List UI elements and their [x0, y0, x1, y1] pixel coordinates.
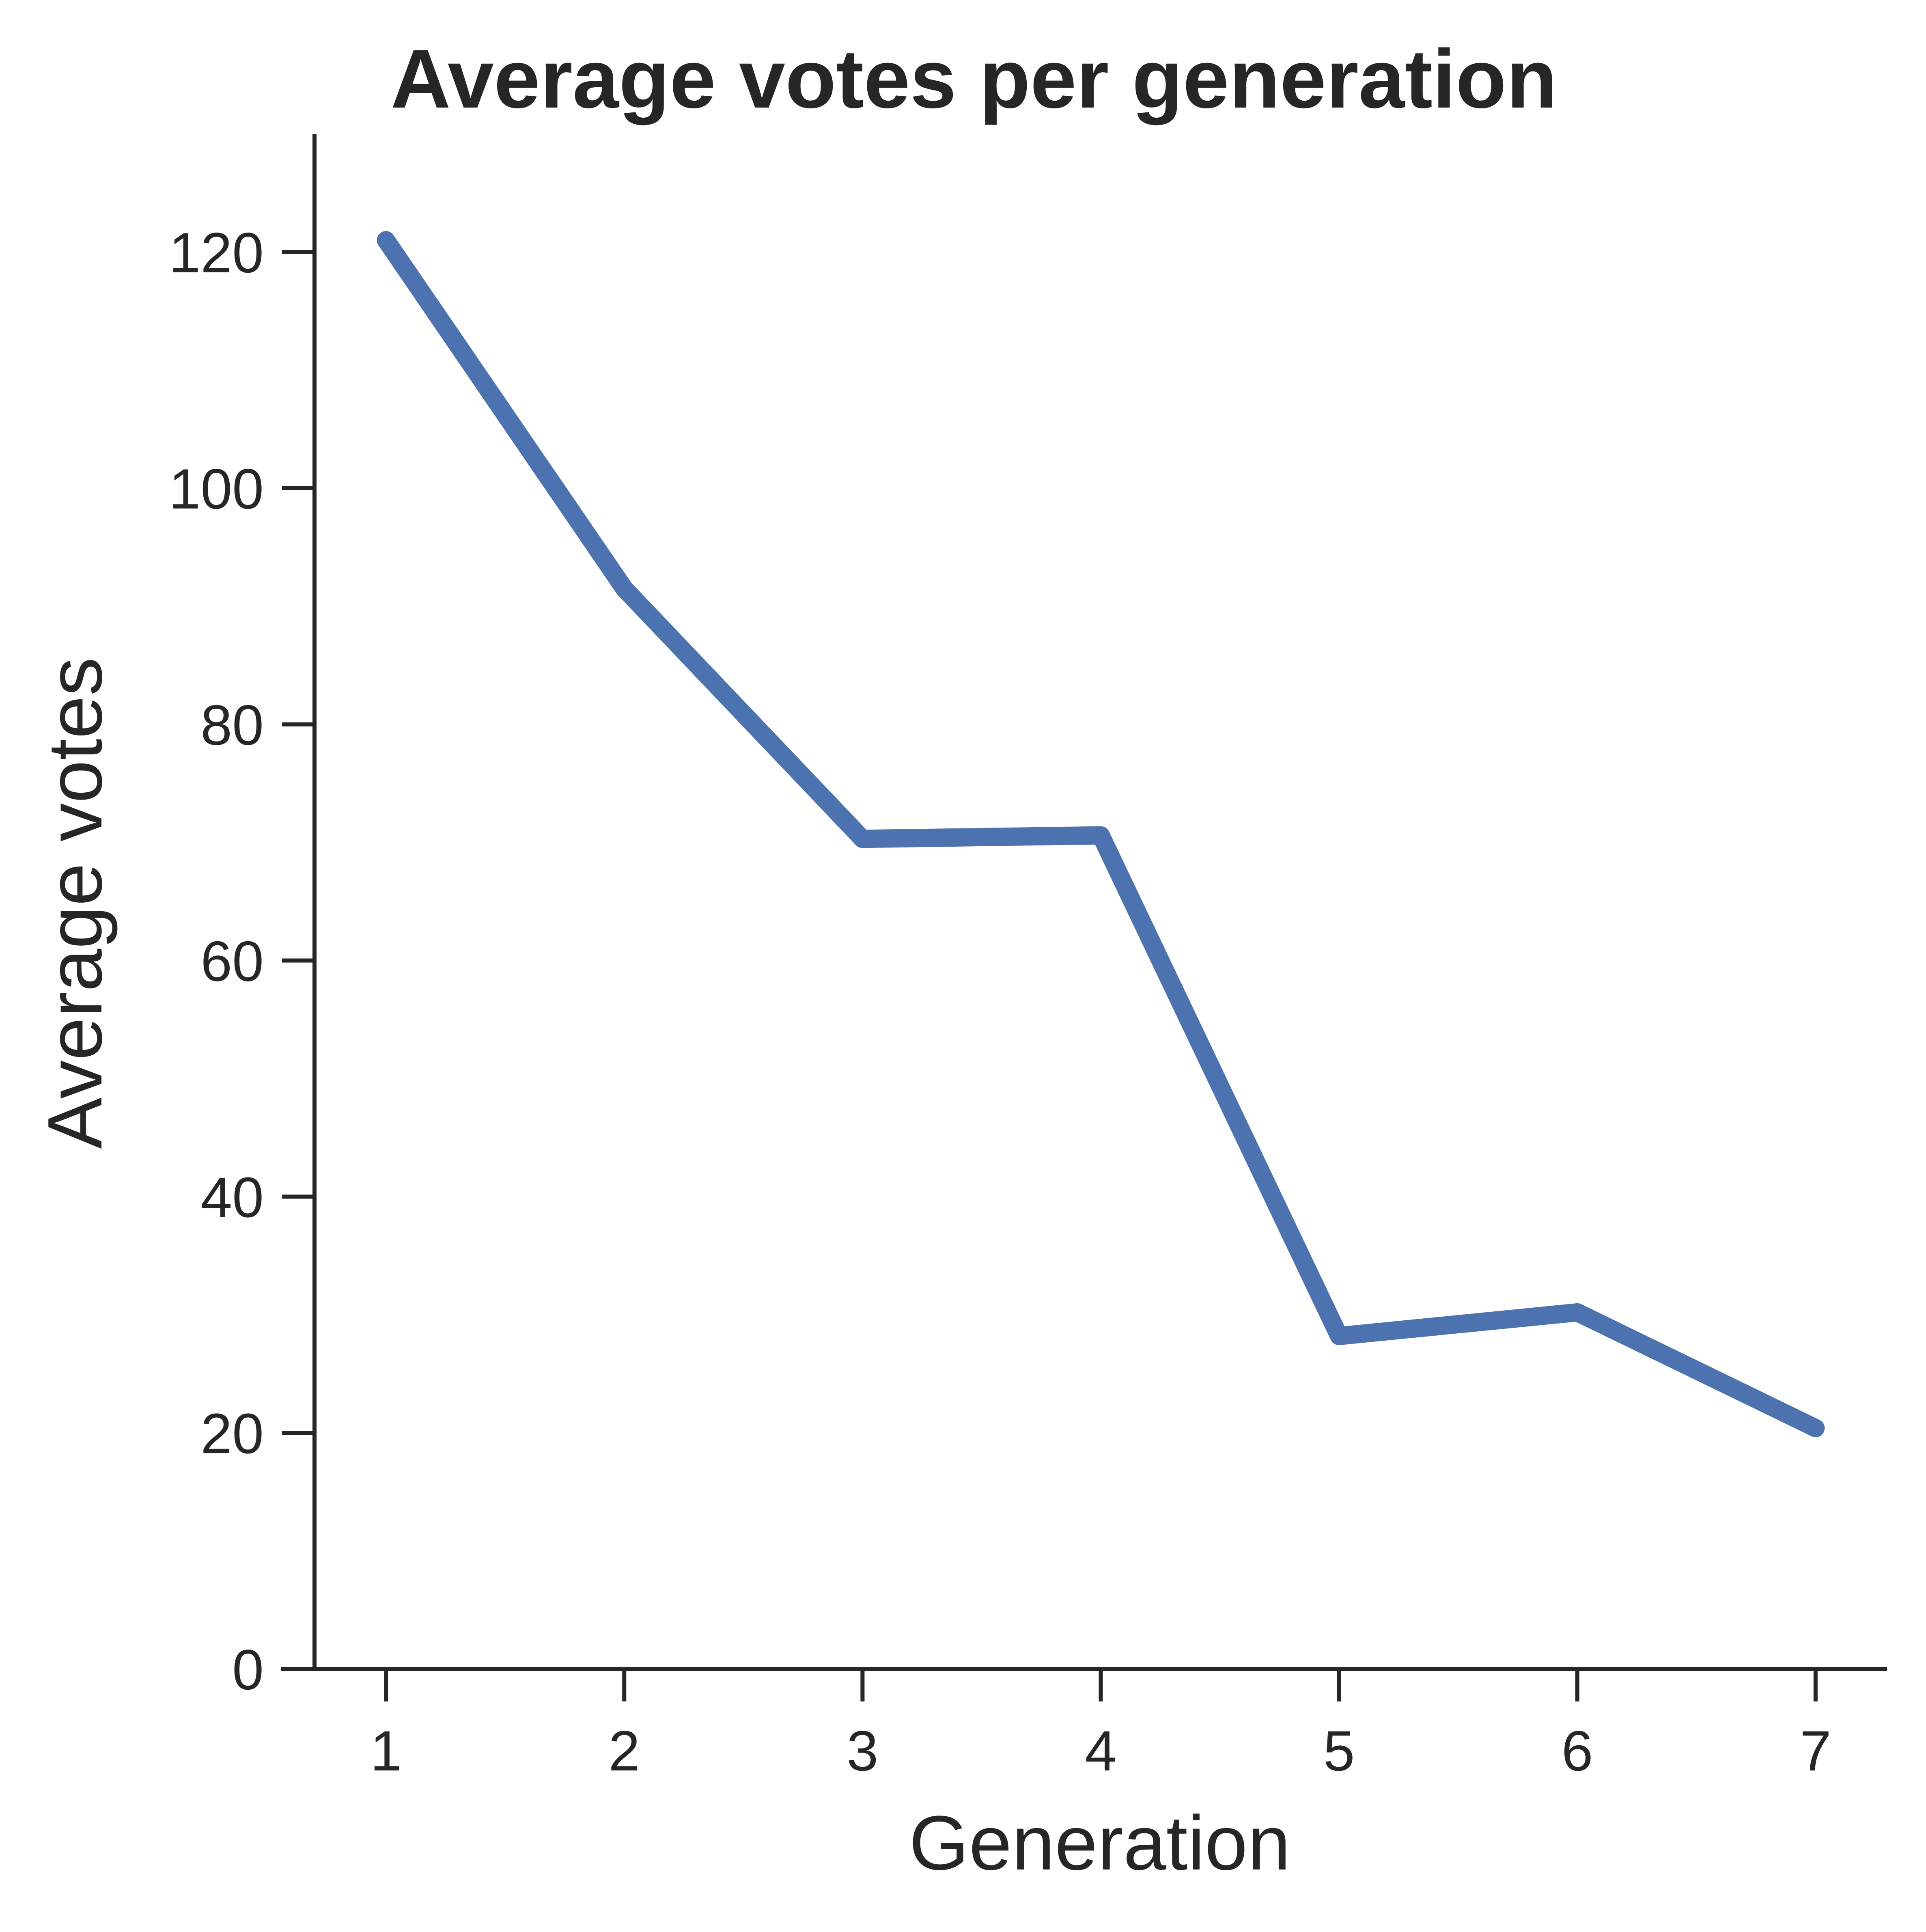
- x-tick-label: 1: [370, 1719, 402, 1783]
- x-tick-label: 5: [1323, 1719, 1355, 1783]
- x-tick-label: 7: [1800, 1719, 1831, 1783]
- x-axis: 1 2 3 4 5 6 7 Generation: [281, 1667, 1887, 1886]
- x-axis-label: Generation: [909, 1800, 1290, 1886]
- y-axis-label: Average votes: [32, 657, 118, 1149]
- y-tick-label: 20: [200, 1402, 264, 1465]
- x-tick-label: 3: [847, 1719, 878, 1783]
- series-line: [377, 231, 1825, 1437]
- y-ticks: 0 20 40 60 80 100 120: [169, 221, 315, 1701]
- x-tick-label: 2: [608, 1719, 640, 1783]
- x-tick-label: 6: [1562, 1719, 1593, 1783]
- y-tick-label: 100: [169, 457, 264, 521]
- y-tick-label: 0: [232, 1638, 264, 1701]
- chart-title: Average votes per generation: [391, 32, 1558, 125]
- y-tick-label: 40: [200, 1165, 264, 1229]
- x-ticks: 1 2 3 4 5 6 7: [370, 1669, 1831, 1783]
- y-tick-label: 60: [200, 929, 264, 993]
- y-tick-label: 80: [200, 693, 264, 757]
- y-axis: 0 20 40 60 80 100 120 Average votes: [32, 134, 317, 1701]
- y-tick-label: 120: [169, 221, 264, 285]
- x-tick-label: 4: [1085, 1719, 1117, 1783]
- series-group: [377, 231, 1825, 1437]
